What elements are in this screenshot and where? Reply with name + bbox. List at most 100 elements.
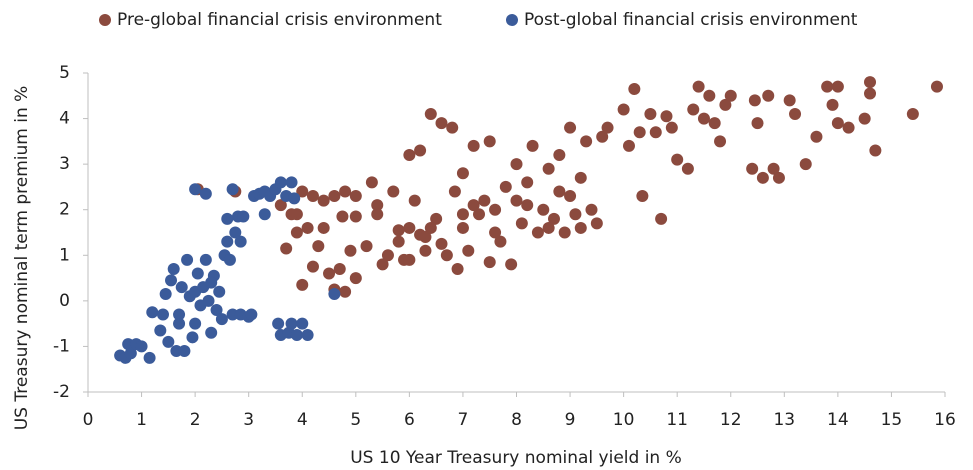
point bbox=[456, 221, 469, 234]
point bbox=[724, 89, 737, 102]
point bbox=[173, 317, 186, 330]
point bbox=[296, 317, 309, 330]
legend-label: Post-global financial crisis environment bbox=[524, 10, 858, 30]
point bbox=[756, 171, 769, 184]
point bbox=[371, 199, 384, 212]
point bbox=[719, 98, 732, 111]
point bbox=[173, 308, 186, 321]
point bbox=[301, 329, 314, 342]
point bbox=[199, 187, 212, 200]
point bbox=[515, 217, 528, 230]
point bbox=[547, 212, 560, 225]
y-tick-label: 4 bbox=[59, 109, 70, 129]
point bbox=[633, 126, 646, 139]
point bbox=[553, 185, 566, 198]
point bbox=[467, 199, 480, 212]
point bbox=[424, 221, 437, 234]
point bbox=[574, 171, 587, 184]
point bbox=[403, 253, 416, 266]
point bbox=[280, 242, 293, 255]
point bbox=[381, 249, 394, 262]
point bbox=[317, 194, 330, 207]
point bbox=[494, 235, 507, 248]
point bbox=[135, 340, 148, 353]
point bbox=[392, 235, 405, 248]
point bbox=[821, 80, 834, 93]
point bbox=[783, 94, 796, 107]
point bbox=[831, 117, 844, 130]
legend-marker bbox=[506, 14, 518, 26]
point bbox=[306, 260, 319, 273]
point bbox=[521, 199, 534, 212]
point bbox=[301, 221, 314, 234]
point bbox=[746, 162, 759, 175]
point bbox=[810, 130, 823, 143]
point bbox=[772, 171, 785, 184]
point bbox=[365, 176, 378, 189]
point bbox=[223, 253, 236, 266]
point bbox=[456, 208, 469, 221]
point bbox=[159, 288, 172, 301]
point bbox=[590, 217, 603, 230]
point bbox=[564, 121, 577, 134]
point bbox=[687, 103, 700, 116]
point bbox=[162, 335, 175, 348]
x-tick-label: 0 bbox=[83, 410, 94, 430]
x-tick-label: 14 bbox=[827, 410, 849, 430]
x-tick-label: 16 bbox=[934, 410, 956, 430]
point bbox=[505, 258, 518, 271]
point bbox=[167, 262, 180, 275]
point bbox=[371, 208, 384, 221]
point bbox=[585, 203, 598, 216]
point bbox=[681, 162, 694, 175]
x-tick-label: 15 bbox=[881, 410, 903, 430]
point bbox=[655, 212, 668, 225]
point bbox=[424, 108, 437, 121]
point bbox=[245, 308, 258, 321]
point bbox=[708, 117, 721, 130]
point bbox=[748, 94, 761, 107]
y-tick-label: 0 bbox=[59, 291, 70, 311]
point bbox=[408, 194, 421, 207]
x-tick-label: 10 bbox=[613, 410, 635, 430]
point bbox=[285, 208, 298, 221]
point bbox=[799, 158, 812, 171]
point bbox=[296, 185, 309, 198]
x-axis-label: US 10 Year Treasury nominal yield in % bbox=[350, 448, 682, 468]
point bbox=[336, 210, 349, 223]
point bbox=[451, 262, 464, 275]
point bbox=[671, 153, 684, 166]
x-tick-label: 12 bbox=[720, 410, 742, 430]
point bbox=[510, 194, 523, 207]
point bbox=[189, 183, 202, 196]
point bbox=[328, 288, 341, 301]
point bbox=[489, 203, 502, 216]
x-tick-label: 4 bbox=[297, 410, 308, 430]
point bbox=[323, 267, 336, 280]
point bbox=[697, 112, 710, 125]
y-tick-label: -1 bbox=[53, 336, 70, 356]
point bbox=[644, 108, 657, 121]
point bbox=[569, 208, 582, 221]
point bbox=[435, 117, 448, 130]
point bbox=[392, 224, 405, 237]
point bbox=[622, 139, 635, 152]
point bbox=[234, 235, 247, 248]
point bbox=[143, 351, 156, 364]
point bbox=[906, 108, 919, 121]
point bbox=[448, 185, 461, 198]
point bbox=[649, 126, 662, 139]
point bbox=[274, 176, 287, 189]
point bbox=[446, 121, 459, 134]
point bbox=[483, 135, 496, 148]
y-tick-label: 1 bbox=[59, 245, 70, 265]
point bbox=[221, 212, 234, 225]
point bbox=[703, 89, 716, 102]
point bbox=[665, 121, 678, 134]
point bbox=[510, 158, 523, 171]
y-tick-label: 5 bbox=[59, 63, 70, 83]
y-tick-label: 3 bbox=[59, 154, 70, 174]
point bbox=[339, 185, 352, 198]
point bbox=[435, 237, 448, 250]
